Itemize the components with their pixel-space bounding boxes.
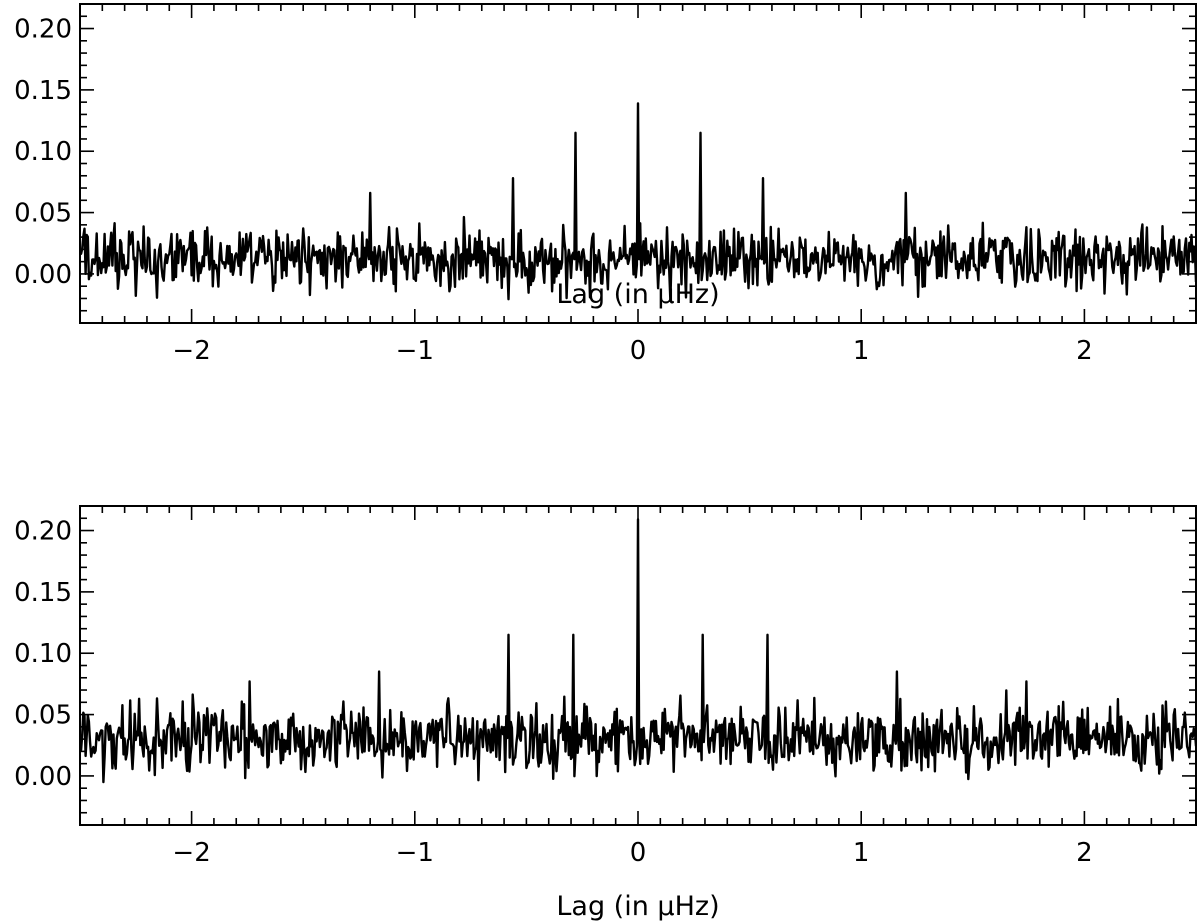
bottom-peak-3 [572, 634, 574, 636]
bottom-peak-6 [766, 634, 768, 636]
bottom-peak-5 [702, 634, 704, 636]
bottom-y-tick-label: 0.20 [14, 517, 72, 547]
top-y-tick-label: 0.05 [14, 199, 72, 229]
top-y-tick-label: 0.15 [14, 76, 72, 106]
top-x-tick-label: 2 [1076, 336, 1093, 366]
top-panel: −2 −1 0 1 2 0.00 0.05 0.10 0.15 0.20 Lag (in μHz) [14, 3, 1197, 366]
bottom-y-tick-label: 0.15 [14, 578, 72, 608]
bottom-peak-0 [249, 680, 251, 682]
top-y-tick-label: 0.10 [14, 137, 72, 167]
top-series-line [80, 102, 1196, 303]
top-x-tick-label: 1 [853, 336, 870, 366]
top-peak-5 [762, 177, 764, 179]
top-peak-6 [905, 192, 907, 194]
bottom-y-tick-label: 0.00 [14, 762, 72, 792]
top-peak-0 [369, 192, 371, 194]
top-y-tick-label: 0.20 [14, 15, 72, 45]
bottom-x-tick-label: 1 [853, 838, 870, 868]
bottom-peak-8 [1025, 680, 1027, 682]
bottom-x-axis-label: Lag (in μHz) [556, 891, 719, 922]
bottom-peak-7 [896, 671, 898, 673]
top-x-tick-label: −1 [396, 336, 434, 366]
bottom-x-tick-label: −2 [172, 838, 210, 868]
bottom-panel: −2 −1 0 1 2 0.00 0.05 0.10 0.15 0.20 Lag (in μHz) [14, 505, 1197, 922]
top-peak-4 [699, 132, 701, 134]
bottom-peak-2 [508, 634, 510, 636]
top-x-tick-label: 0 [630, 336, 647, 366]
top-x-tick-label: −2 [172, 336, 210, 366]
bottom-y-tick-label: 0.05 [14, 701, 72, 731]
bottom-x-tick-label: −1 [396, 838, 434, 868]
bottom-peak-1 [378, 671, 380, 673]
top-peak-2 [575, 132, 577, 134]
top-x-axis-label: Lag (in μHz) [556, 279, 719, 310]
bottom-y-tick-label: 0.10 [14, 639, 72, 669]
top-peak-3 [637, 102, 639, 104]
top-y-tick-label: 0.00 [14, 260, 72, 290]
bottom-x-tick-label: 2 [1076, 838, 1093, 868]
bottom-series-line [80, 518, 1196, 784]
bottom-x-tick-label: 0 [630, 838, 647, 868]
top-peak-1 [512, 177, 514, 179]
